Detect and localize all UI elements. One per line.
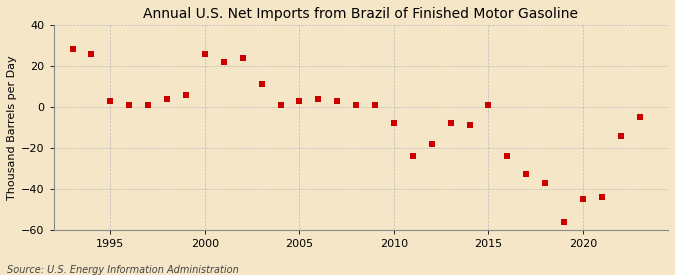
Point — [464, 123, 475, 128]
Point — [578, 197, 589, 201]
Point — [502, 154, 513, 158]
Point — [275, 103, 286, 107]
Point — [427, 142, 437, 146]
Point — [200, 51, 211, 56]
Point — [143, 103, 154, 107]
Point — [294, 98, 305, 103]
Point — [483, 103, 494, 107]
Point — [67, 47, 78, 52]
Point — [256, 82, 267, 87]
Point — [408, 154, 418, 158]
Point — [446, 121, 456, 125]
Point — [162, 97, 173, 101]
Point — [238, 56, 248, 60]
Point — [124, 103, 134, 107]
Point — [86, 51, 97, 56]
Point — [616, 133, 626, 138]
Point — [351, 103, 362, 107]
Y-axis label: Thousand Barrels per Day: Thousand Barrels per Day — [7, 55, 17, 200]
Point — [540, 180, 551, 185]
Point — [521, 172, 532, 177]
Point — [389, 121, 400, 125]
Point — [105, 98, 115, 103]
Point — [219, 60, 230, 64]
Title: Annual U.S. Net Imports from Brazil of Finished Motor Gasoline: Annual U.S. Net Imports from Brazil of F… — [143, 7, 578, 21]
Point — [597, 195, 608, 199]
Text: Source: U.S. Energy Information Administration: Source: U.S. Energy Information Administ… — [7, 265, 238, 275]
Point — [181, 92, 192, 97]
Point — [332, 98, 343, 103]
Point — [559, 219, 570, 224]
Point — [370, 103, 381, 107]
Point — [313, 97, 324, 101]
Point — [634, 115, 645, 119]
